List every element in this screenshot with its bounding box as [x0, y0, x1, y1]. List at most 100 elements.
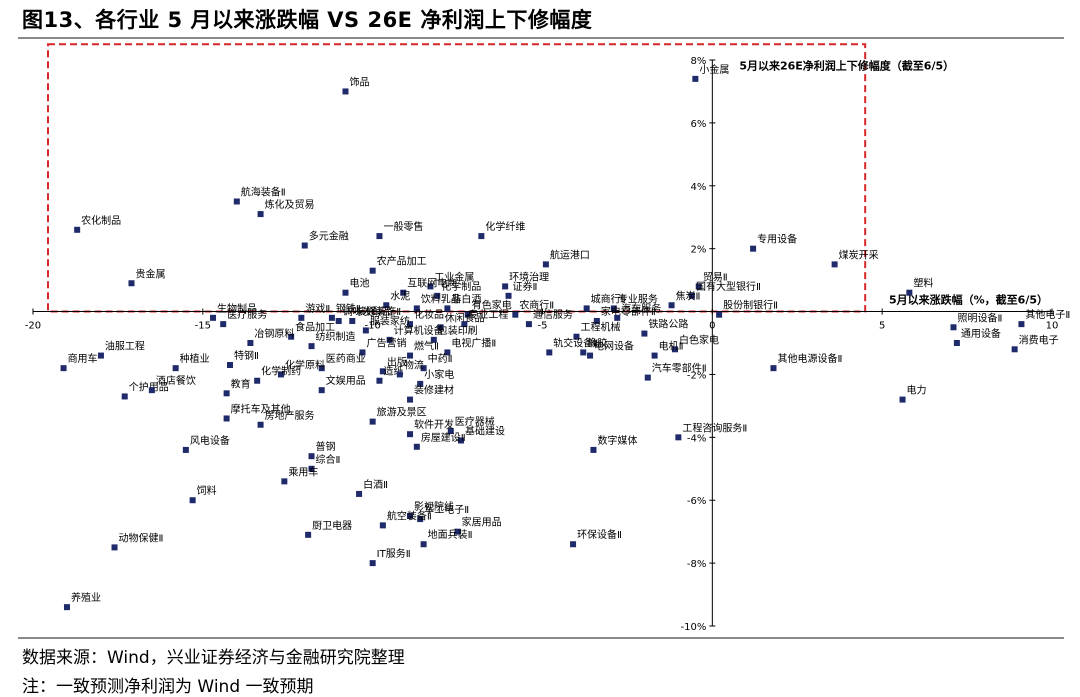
point-label: 中药Ⅱ: [428, 352, 453, 365]
data-point: [63, 604, 70, 611]
footer-divider: [18, 637, 1064, 639]
data-point: [172, 365, 179, 372]
point-label: 计算机设备: [394, 324, 444, 337]
point-label: 酒店餐饮: [156, 374, 196, 387]
point-label: 通信服务: [533, 308, 573, 321]
point-label: IT服务Ⅱ: [377, 547, 411, 560]
point-label: 其他电子Ⅱ: [1025, 308, 1070, 321]
point-label: 轨交设备Ⅱ: [553, 336, 598, 349]
y-tick-label: 8%: [690, 56, 706, 67]
data-point: [386, 336, 393, 343]
chart-title: 图13、各行业 5 月以来涨跌幅 VS 26E 净利润上下修幅度: [22, 8, 593, 32]
point-label: 地面兵装Ⅱ: [428, 528, 473, 541]
point-label: 铁路公路: [648, 318, 688, 331]
data-point: [583, 305, 590, 312]
data-point: [97, 352, 104, 359]
point-label: 农产品加工: [377, 255, 427, 268]
data-point: [950, 324, 957, 331]
data-point: [1011, 346, 1018, 353]
point-label: 包装印刷: [438, 324, 478, 337]
point-label: 化妆品: [414, 308, 444, 321]
point-label: 工程咨询服务Ⅱ: [682, 421, 747, 434]
point-label: 游戏Ⅱ: [305, 302, 330, 315]
data-point: [407, 321, 414, 328]
point-label: 白色家电: [679, 333, 719, 346]
data-point: [362, 327, 369, 334]
point-label: 工程机械: [580, 321, 620, 334]
data-point: [580, 349, 587, 356]
data-point: [342, 289, 349, 296]
data-point: [546, 349, 553, 356]
data-point: [257, 211, 264, 218]
data-point: [671, 346, 678, 353]
data-point: [301, 242, 308, 249]
y-tick-label: -6%: [687, 496, 706, 507]
data-point: [420, 365, 427, 372]
point-label: 数字媒体: [597, 434, 637, 447]
point-label: 国有大型银行Ⅱ: [696, 280, 761, 293]
data-point: [308, 343, 315, 350]
point-label: 个护用品: [129, 380, 169, 393]
point-label: 软件开发: [414, 418, 454, 431]
data-point: [593, 317, 600, 324]
data-point: [407, 352, 414, 359]
point-label: 炼化及贸易: [265, 198, 315, 211]
point-label: 农商行Ⅱ: [519, 299, 554, 312]
point-label: 家电零部件Ⅱ: [601, 305, 656, 318]
point-label: 饰品: [349, 75, 369, 88]
point-label: 电机Ⅱ: [659, 340, 684, 353]
point-label: 综合Ⅱ: [316, 453, 341, 466]
point-label: 专业服务: [618, 292, 658, 305]
point-label: 专用设备: [757, 233, 797, 246]
data-point: [111, 544, 118, 551]
point-label: 物流: [404, 358, 424, 371]
y-tick-label: -8%: [687, 559, 706, 570]
data-point: [427, 283, 434, 290]
point-label: 其他电源设备Ⅱ: [777, 352, 842, 365]
point-label: 多元金融: [309, 230, 349, 243]
point-label: 休闲食品: [445, 311, 485, 324]
data-point: [420, 541, 427, 548]
data-point: [400, 289, 407, 296]
y-tick-label: 2%: [690, 245, 706, 256]
point-label: 广告营销: [366, 336, 406, 349]
point-label: 有色家电: [472, 299, 512, 312]
data-point: [223, 415, 230, 422]
data-point: [641, 330, 648, 337]
data-point: [587, 352, 594, 359]
data-point: [342, 88, 349, 95]
data-point: [1018, 321, 1025, 328]
point-label: 农化制品: [81, 214, 121, 227]
point-label: 白酒Ⅱ: [363, 478, 388, 491]
data-point: [444, 349, 451, 356]
point-label: 动物保健Ⅱ: [119, 531, 164, 544]
y-tick-label: 4%: [690, 182, 706, 193]
data-point: [369, 267, 376, 274]
point-label: 乘用车: [288, 465, 318, 478]
data-point: [413, 443, 420, 450]
data-point: [454, 528, 461, 535]
data-point: [376, 377, 383, 384]
point-label: 摩托车及其他: [231, 402, 291, 415]
data-point: [590, 446, 597, 453]
point-label: 教育: [231, 377, 251, 390]
data-point: [407, 431, 414, 438]
data-point: [407, 396, 414, 403]
point-label: 油服工程: [105, 340, 145, 353]
point-label: 基础建设: [465, 424, 505, 437]
data-point: [413, 305, 420, 312]
point-label: 军工电子Ⅱ: [424, 503, 469, 516]
point-label: 化学制品: [441, 280, 481, 293]
point-label: 钢铁Ⅱ: [336, 302, 361, 315]
point-label: 贵金属: [136, 267, 166, 280]
point-label: 橡胶: [587, 336, 607, 349]
point-label: 小金属: [699, 63, 729, 76]
y-tick-label: -10%: [680, 622, 706, 633]
point-label: 房地产服务: [265, 409, 315, 422]
data-point: [328, 314, 335, 321]
data-point: [308, 465, 315, 472]
point-label: 调味发酵品: [343, 305, 393, 318]
x-tick-label: -5: [538, 321, 548, 332]
point-label: 食品加工: [295, 321, 335, 334]
data-point: [831, 261, 838, 268]
